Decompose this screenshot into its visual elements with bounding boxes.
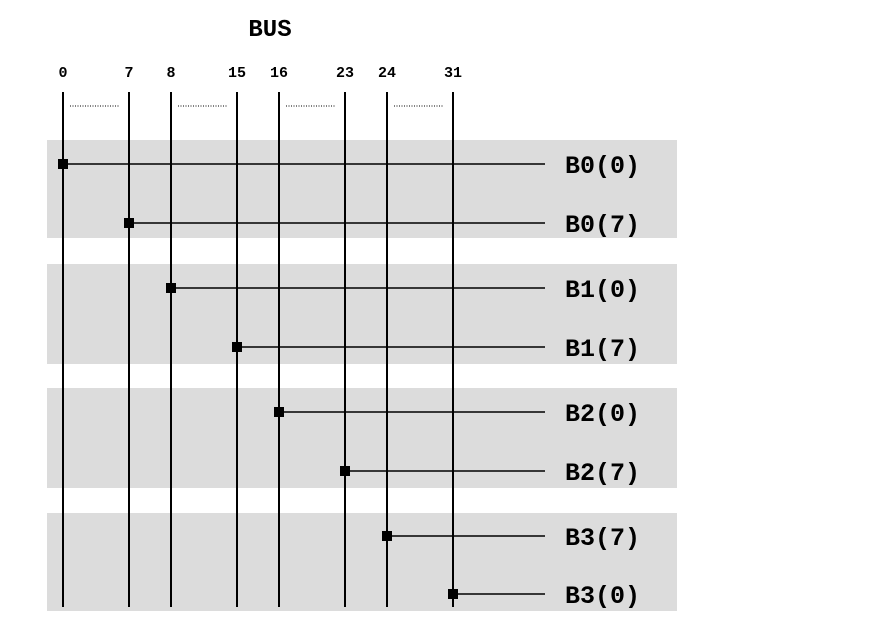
- connection-node-4: [274, 407, 284, 417]
- signal-label-5: B2(7): [565, 459, 640, 488]
- connection-node-1: [124, 218, 134, 228]
- signal-label-4: B2(0): [565, 400, 640, 429]
- bit-labels: 0 7 8 15 16 23 24 31: [58, 65, 462, 82]
- connection-node-3: [232, 342, 242, 352]
- signal-label-6: B3(7): [565, 524, 640, 553]
- signal-label-1: B0(7): [565, 211, 640, 240]
- bit-label-23: 23: [336, 65, 354, 82]
- connection-node-5: [340, 466, 350, 476]
- connection-node-6: [382, 531, 392, 541]
- signal-label-3: B1(7): [565, 335, 640, 364]
- bit-label-8: 8: [166, 65, 175, 82]
- connection-node-2: [166, 283, 176, 293]
- bit-label-7: 7: [124, 65, 133, 82]
- bit-label-24: 24: [378, 65, 396, 82]
- connection-node-0: [58, 159, 68, 169]
- bit-label-16: 16: [270, 65, 288, 82]
- signal-lines: [63, 163, 545, 595]
- signal-label-0: B0(0): [565, 152, 640, 181]
- connection-node-7: [448, 589, 458, 599]
- bit-label-0: 0: [58, 65, 67, 82]
- connection-nodes: [58, 159, 458, 599]
- signal-label-2: B1(0): [565, 276, 640, 305]
- bus-title: BUS: [248, 17, 291, 44]
- byte-bands: [47, 140, 677, 611]
- bit-label-15: 15: [228, 65, 246, 82]
- signal-label-7: B3(0): [565, 582, 640, 611]
- byte-band-0: [47, 140, 677, 238]
- byte-band-3: [47, 513, 677, 611]
- bit-label-31: 31: [444, 65, 462, 82]
- signal-labels: B0(0) B0(7) B1(0) B1(7) B2(0) B2(7) B3(7) B3(0): [565, 152, 640, 611]
